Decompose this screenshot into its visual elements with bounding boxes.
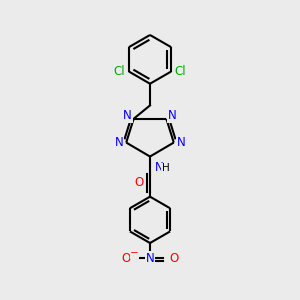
Text: −: − [130, 248, 139, 258]
Text: N: N [168, 109, 177, 122]
Text: O: O [134, 176, 143, 189]
Text: O: O [122, 252, 131, 265]
Text: N: N [154, 161, 163, 174]
Text: O: O [169, 252, 178, 265]
Text: Cl: Cl [175, 65, 186, 78]
Text: Cl: Cl [114, 65, 125, 78]
Text: N: N [177, 136, 186, 149]
Text: N: N [146, 252, 154, 265]
Text: N: N [123, 109, 132, 122]
Text: H: H [162, 164, 169, 173]
Text: N: N [114, 136, 123, 149]
